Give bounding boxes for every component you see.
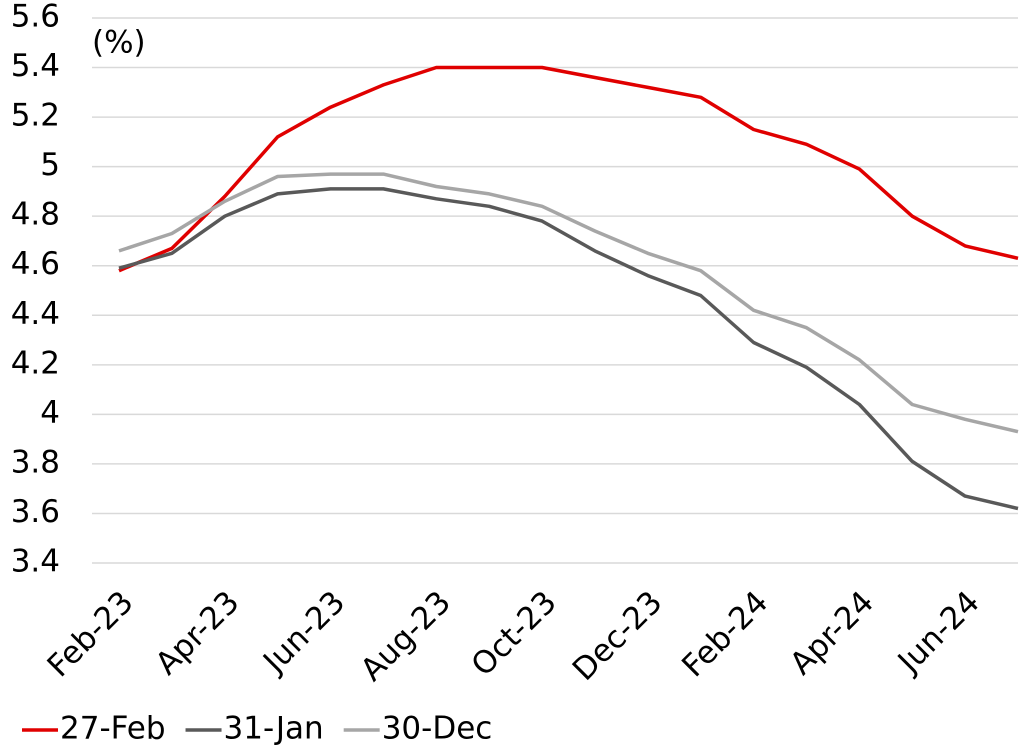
y-tick-label: 3.8 (11, 444, 60, 480)
y-tick-label: 3.4 (11, 544, 60, 580)
x-tick-label: Apr-24 (783, 584, 881, 682)
x-tick-label: Feb-23 (41, 584, 141, 684)
y-tick-label: 4 (40, 395, 60, 431)
y-tick-label: 4.6 (11, 246, 60, 282)
x-tick-label: Feb-24 (675, 584, 775, 684)
y-tick-label: 4.4 (11, 296, 60, 332)
x-tick-label: Aug-23 (354, 584, 458, 688)
unit-annotation: (%) (92, 25, 146, 61)
series-line (118, 65, 1019, 273)
y-tick-label: 4.2 (11, 345, 60, 381)
x-tick-label: Apr-23 (149, 584, 247, 682)
legend-label: 31-Jan (224, 711, 324, 747)
x-tick-label: Jun-24 (890, 584, 987, 681)
y-tick-label: 5 (40, 147, 60, 183)
series-line (118, 187, 1019, 511)
series-line (118, 172, 1019, 434)
y-tick-label: 5.6 (11, 0, 60, 35)
y-tick-label: 5.2 (11, 98, 60, 134)
x-tick-label: Dec-23 (566, 584, 670, 688)
y-tick-label: 5.4 (11, 48, 60, 84)
y-tick-label: 3.6 (11, 494, 60, 530)
x-tick-label: Oct-23 (465, 584, 564, 683)
y-tick-label: 4.8 (11, 197, 60, 233)
legend-label: 30-Dec (382, 711, 493, 747)
legend-label: 27-Feb (60, 711, 166, 747)
x-tick-label: Jun-23 (255, 584, 352, 681)
